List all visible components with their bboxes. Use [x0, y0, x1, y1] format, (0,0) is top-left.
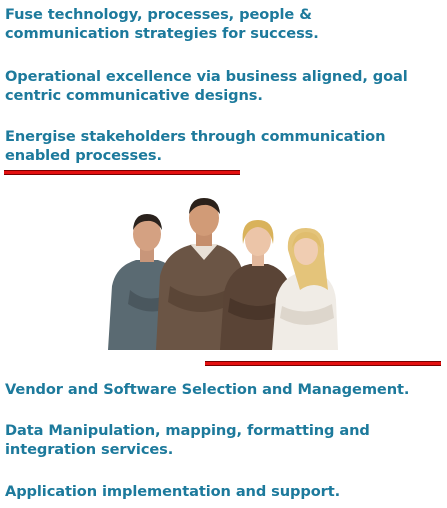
service-vendor-selection: Vendor and Software Selection and Manage…: [5, 381, 410, 398]
intro-paragraph-technology: Fuse technology, processes, people & com…: [5, 6, 319, 42]
intro-paragraph-stakeholders: Energise stakeholders through communicat…: [5, 128, 386, 164]
service-application-support: Application implementation and support.: [5, 483, 341, 500]
team-photo: [108, 198, 338, 350]
person-woman-right: [272, 228, 338, 350]
service-data-manipulation: Data Manipulation, mapping, formatting a…: [5, 422, 370, 458]
intro-paragraph-operational-excellence: Operational excellence via business alig…: [5, 68, 408, 104]
red-divider-bottom: [205, 361, 441, 366]
red-divider-top: [4, 170, 240, 175]
person-man-center: [156, 198, 248, 350]
